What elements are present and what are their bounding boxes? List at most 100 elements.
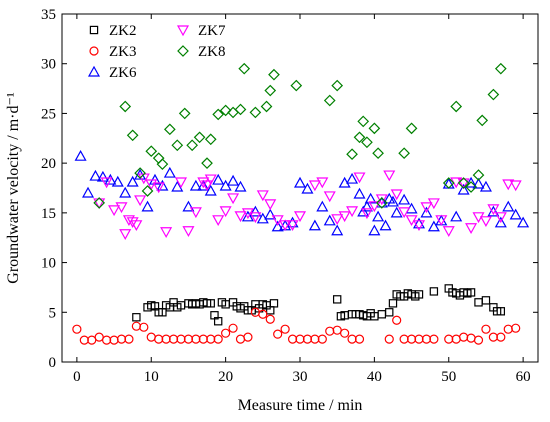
data-point-zk7 — [227, 193, 240, 205]
data-point-zk7 — [234, 211, 247, 223]
data-point-zk2 — [474, 298, 483, 307]
data-point-zk3 — [87, 335, 97, 345]
data-point-zk6 — [197, 179, 210, 191]
data-point-zk7 — [316, 177, 329, 189]
data-point-zk6 — [412, 217, 426, 229]
y-tick-label: 0 — [49, 355, 57, 371]
data-point-zk3 — [488, 332, 498, 342]
data-point-zk7 — [338, 211, 351, 223]
data-point-zk3 — [154, 334, 164, 344]
data-point-zk6 — [517, 216, 530, 228]
data-point-zk3 — [354, 334, 365, 344]
data-point-zk3 — [332, 325, 342, 335]
data-point-zk6 — [104, 173, 117, 185]
data-point-zk2 — [481, 296, 491, 305]
data-point-zk7 — [119, 229, 132, 240]
data-point-zk7 — [465, 223, 478, 235]
legend-marker-zk6 — [87, 65, 101, 77]
data-point-zk8 — [346, 148, 358, 161]
data-point-zk7 — [412, 220, 426, 232]
data-point-zk7 — [197, 177, 210, 189]
data-point-zk7 — [212, 215, 225, 227]
data-point-zk7 — [182, 226, 195, 237]
data-point-zk8 — [494, 62, 507, 75]
data-point-zk3 — [414, 334, 424, 344]
data-point-zk6 — [141, 200, 154, 212]
data-point-zk6 — [379, 219, 392, 231]
data-point-zk7 — [427, 198, 440, 210]
data-point-zk8 — [238, 62, 251, 75]
data-point-zk7 — [435, 215, 448, 227]
data-point-zk3 — [198, 334, 208, 344]
data-point-zk7 — [126, 217, 139, 229]
data-point-zk3 — [206, 334, 216, 344]
data-point-zk3 — [444, 334, 454, 344]
data-point-zk8 — [219, 104, 232, 117]
legend-label-zk7: ZK7 — [198, 23, 226, 39]
data-point-zk6 — [249, 205, 262, 217]
data-point-zk3 — [161, 334, 171, 344]
data-point-zk3 — [429, 334, 439, 344]
data-point-zk7 — [420, 202, 433, 214]
data-point-zk8 — [476, 114, 489, 127]
data-point-zk8 — [178, 107, 191, 120]
data-point-zk8 — [487, 88, 500, 101]
legend-marker-zk8 — [177, 45, 189, 57]
data-point-zk6 — [487, 205, 500, 217]
data-point-zk7 — [457, 178, 470, 190]
data-point-zk8 — [465, 181, 477, 193]
series-zk7 — [93, 170, 522, 240]
data-point-zk8 — [331, 79, 344, 92]
data-point-zk3 — [340, 328, 350, 338]
data-point-zk7 — [264, 199, 277, 211]
data-point-zk6 — [212, 173, 225, 185]
data-point-zk7 — [134, 195, 147, 207]
data-point-zk6 — [450, 210, 463, 222]
data-point-zk3 — [302, 334, 313, 344]
data-point-zk6 — [435, 214, 448, 226]
data-point-zk6 — [74, 149, 87, 161]
legend-marker-zk2 — [89, 25, 99, 35]
legend-marker-zk3 — [89, 46, 99, 56]
data-point-zk3 — [191, 334, 201, 344]
data-point-zk7 — [279, 220, 292, 232]
data-point-zk2 — [385, 308, 394, 317]
data-point-zk6 — [457, 183, 470, 195]
data-point-zk6 — [316, 200, 329, 212]
data-point-zk8 — [93, 197, 106, 209]
data-point-zk7 — [383, 170, 396, 182]
legend: ZK2 ZK3 ZK6 ZK7 ZK8 — [87, 23, 226, 81]
data-point-zk8 — [204, 133, 217, 146]
y-axis-title: Groundwater velocity / m·d⁻¹ — [5, 92, 22, 284]
data-point-zk3 — [392, 315, 402, 325]
data-point-zk8 — [323, 94, 336, 107]
data-point-zk7 — [256, 190, 269, 202]
data-point-zk6 — [427, 220, 440, 232]
data-point-zk7 — [502, 179, 515, 191]
data-point-zk8 — [372, 147, 384, 160]
data-point-zk3 — [124, 334, 134, 344]
data-point-zk6 — [331, 224, 344, 236]
x-tick-label: 0 — [73, 369, 81, 385]
data-point-zk3 — [399, 334, 409, 344]
data-point-zk6 — [368, 224, 381, 236]
data-point-zk8 — [264, 84, 277, 97]
data-point-zk3 — [146, 332, 156, 342]
data-point-zk6 — [364, 192, 377, 204]
data-point-zk7 — [174, 177, 188, 189]
data-point-zk3 — [72, 324, 82, 334]
data-point-zk6 — [323, 214, 336, 226]
data-point-zk7 — [293, 211, 307, 223]
data-point-zk7 — [108, 205, 121, 217]
data-point-zk6 — [227, 174, 240, 186]
data-point-zk7 — [494, 212, 507, 224]
data-point-zk8 — [145, 145, 158, 158]
data-point-zk3 — [295, 334, 305, 344]
data-point-zk8 — [357, 115, 370, 128]
data-point-zk3 — [384, 334, 394, 344]
data-point-zk8 — [152, 152, 165, 165]
data-point-zk3 — [481, 324, 491, 334]
data-point-zk8 — [126, 129, 139, 142]
data-point-zk6 — [353, 187, 366, 199]
data-point-zk8 — [193, 131, 206, 144]
